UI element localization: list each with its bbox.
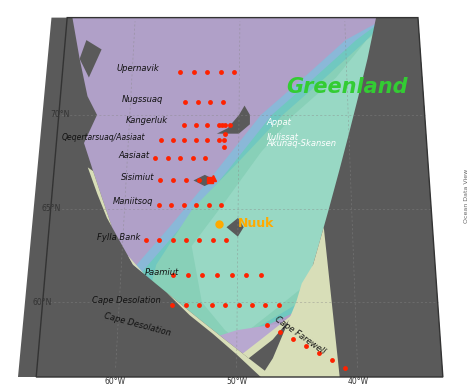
Text: 40°W: 40°W (347, 377, 368, 386)
Polygon shape (227, 218, 244, 237)
Text: Cape Farewell: Cape Farewell (273, 315, 327, 357)
Polygon shape (384, 18, 425, 265)
Polygon shape (36, 18, 443, 377)
Text: 65°N: 65°N (41, 204, 61, 213)
Text: Upernavik: Upernavik (116, 64, 159, 73)
Text: Cape Desolation: Cape Desolation (92, 296, 161, 305)
Text: Kangerluk: Kangerluk (126, 116, 168, 125)
Text: Ocean Data View: Ocean Data View (464, 169, 470, 223)
Text: Qeqertarsuaq/Aasiaat: Qeqertarsuaq/Aasiaat (62, 133, 145, 142)
Text: Maniitsoq: Maniitsoq (113, 198, 153, 207)
Polygon shape (217, 105, 250, 134)
Polygon shape (273, 227, 346, 377)
Polygon shape (142, 18, 426, 358)
Polygon shape (18, 330, 443, 377)
Text: Appat: Appat (266, 118, 291, 127)
Text: Fylla Bank: Fylla Bank (97, 233, 140, 242)
Text: 60°N: 60°N (33, 298, 52, 307)
Polygon shape (194, 175, 216, 186)
Text: 70°N: 70°N (50, 111, 69, 120)
Polygon shape (82, 18, 429, 377)
Text: Nugssuaq: Nugssuaq (122, 96, 163, 105)
Text: Ilulissat: Ilulissat (267, 133, 298, 142)
Text: 50°W: 50°W (226, 377, 247, 386)
Text: Aasiaat: Aasiaat (119, 151, 150, 160)
Polygon shape (18, 18, 427, 377)
Polygon shape (224, 18, 443, 377)
Polygon shape (80, 40, 102, 78)
Polygon shape (18, 321, 443, 377)
Text: Akunaq-Skansen: Akunaq-Skansen (267, 140, 336, 149)
Polygon shape (236, 18, 443, 377)
Polygon shape (18, 18, 273, 377)
Polygon shape (192, 18, 425, 339)
Text: Sisimiut: Sisimiut (121, 173, 154, 182)
Polygon shape (88, 167, 273, 377)
Text: Paamiut: Paamiut (145, 268, 179, 277)
Polygon shape (261, 227, 340, 377)
Polygon shape (36, 18, 443, 377)
Text: Greenland: Greenland (286, 77, 408, 97)
Text: 60°W: 60°W (105, 377, 126, 386)
Text: Nuuk: Nuuk (238, 217, 274, 230)
Text: Cape Desolation: Cape Desolation (103, 312, 172, 338)
